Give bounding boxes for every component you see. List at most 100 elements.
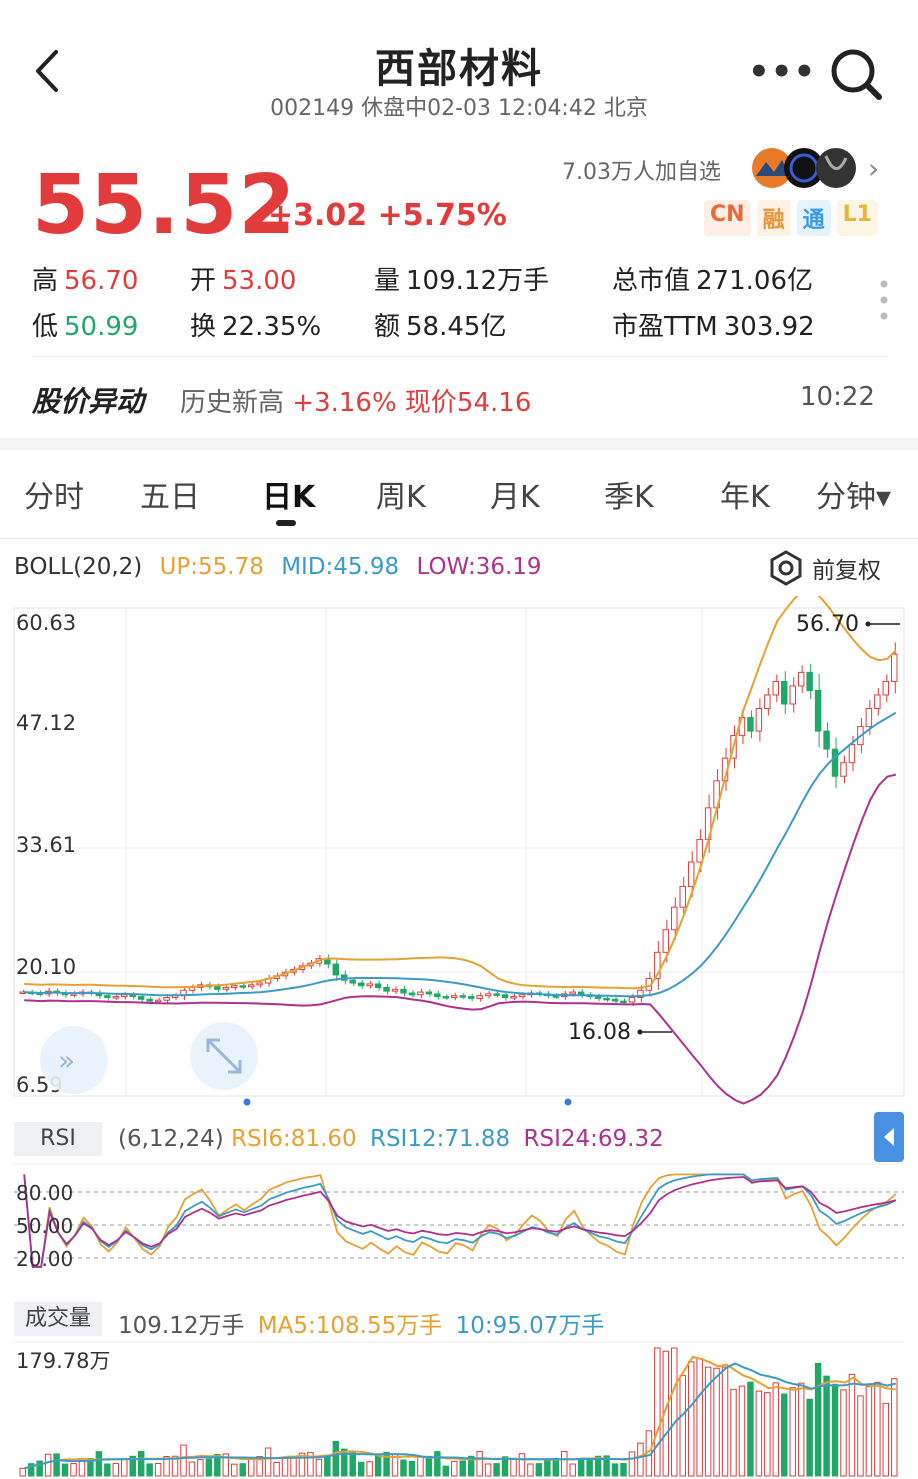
divider (0, 538, 918, 539)
candle (620, 1000, 627, 1004)
candle (806, 671, 813, 691)
more-icon[interactable]: ••• (748, 52, 817, 92)
candle (603, 997, 610, 1001)
candle (493, 993, 500, 996)
volume-bar (628, 1451, 636, 1477)
vertical-dots-icon[interactable] (878, 278, 890, 326)
volume-bar (476, 1450, 483, 1477)
volume-bar (366, 1461, 373, 1477)
volume-bar (256, 1456, 263, 1477)
candle (747, 717, 754, 732)
search-button[interactable] (828, 46, 884, 106)
volume-bar (137, 1451, 145, 1477)
chevron-right-icon[interactable]: › (868, 152, 880, 185)
volume-bar (247, 1458, 255, 1477)
tab-quarterly-k[interactable]: 季K (604, 480, 654, 515)
volume-bar (713, 1367, 720, 1477)
followers-count[interactable]: 7.03万人加自选 (562, 160, 721, 185)
badge-1: 融 (756, 200, 791, 236)
volume-bar (814, 1362, 822, 1477)
volume-bar (400, 1459, 407, 1477)
candle (163, 996, 170, 1001)
expand-chart-button: » (40, 1026, 108, 1094)
candle (797, 671, 805, 687)
rsi-selector[interactable]: RSI (14, 1122, 102, 1156)
volume-bar (231, 1463, 238, 1477)
volume-bar (408, 1460, 416, 1477)
stat-market-cap: 总市值 271.06亿 (612, 266, 813, 296)
volume-bar (129, 1455, 136, 1477)
volume-bar (831, 1383, 839, 1477)
volume-bar (611, 1463, 619, 1477)
volume-bar (290, 1457, 297, 1477)
tab-minute[interactable]: 分钟▾ (816, 480, 892, 515)
settings-hex-icon (770, 550, 802, 586)
follower-avatars[interactable] (750, 146, 860, 190)
tab-daily-k[interactable]: 日K (262, 480, 316, 515)
candle (628, 996, 636, 1003)
y-tick-label: 60.63 (16, 611, 76, 635)
y-tick-label: 33.61 (16, 833, 76, 857)
volume-bar (163, 1456, 170, 1477)
volume-bar (772, 1382, 780, 1477)
boll-up: UP:55.78 (159, 554, 264, 580)
volume-bar (44, 1453, 52, 1477)
volume-bar (789, 1387, 796, 1477)
volume-bar (171, 1455, 179, 1477)
stat-high: 高 56.70 (32, 266, 139, 296)
candle (332, 963, 340, 976)
back-button[interactable] (30, 48, 66, 98)
tab-yearly-k[interactable]: 年K (720, 480, 770, 515)
tab-intraday[interactable]: 分时 (24, 480, 84, 515)
back-arrow-icon (36, 50, 58, 92)
candle (442, 996, 450, 999)
volume-bar (493, 1463, 500, 1477)
price-alert-desc[interactable]: 历史新高 +3.16% 现价54.16 (180, 388, 532, 418)
volume-bar (518, 1453, 526, 1477)
candle (214, 986, 221, 990)
candle (256, 982, 263, 986)
stat-amount: 额 58.45亿 (374, 312, 507, 342)
candle (848, 744, 856, 764)
volume-bar (535, 1463, 543, 1477)
volume-bar (19, 1467, 26, 1477)
candle (637, 989, 644, 998)
candle (696, 838, 703, 863)
candle (781, 680, 788, 705)
price-alert-time: 10:22 (800, 382, 875, 412)
volume-bar (332, 1440, 340, 1477)
volume-bar (222, 1453, 230, 1477)
volume-selector[interactable]: 成交量 (14, 1302, 102, 1336)
y-tick-label: 20.10 (16, 955, 76, 979)
candle (247, 984, 255, 988)
rsi-chart[interactable]: 80.00 50.00 20.00 (0, 1162, 918, 1294)
candle (501, 994, 509, 998)
badge-0: CN (704, 200, 751, 236)
rsi-tick-label: 50.00 (16, 1214, 73, 1238)
collapse-panel-button[interactable] (874, 1112, 904, 1162)
volume-bar (417, 1456, 424, 1477)
candle (366, 983, 373, 987)
volume-bar (620, 1463, 627, 1477)
adjust-label: 前复权 (812, 558, 881, 584)
volume-bar (594, 1455, 602, 1477)
candle (391, 988, 399, 992)
volume-bar (552, 1457, 560, 1477)
volume-chart[interactable]: 179.78万 (0, 1340, 918, 1479)
tab-five-day[interactable]: 五日 (140, 480, 200, 515)
candle (671, 906, 678, 931)
adjust-toggle[interactable]: 前复权 (768, 550, 881, 586)
price-alert-title: 股价异动 (32, 385, 145, 418)
tab-monthly-k[interactable]: 月K (490, 480, 540, 515)
candle (374, 983, 382, 989)
tab-weekly-k[interactable]: 周K (376, 480, 426, 515)
volume-bar (61, 1463, 69, 1477)
candle (188, 987, 196, 991)
boll-name: BOLL(20,2) (14, 554, 143, 580)
candle (451, 995, 458, 998)
boll-legend[interactable]: BOLL(20,2) UP:55.78 MID:45.98 LOW:36.19 (14, 554, 542, 580)
volume-bar (696, 1358, 703, 1477)
candle (687, 861, 695, 887)
change-amount: +3.02 (268, 198, 368, 233)
